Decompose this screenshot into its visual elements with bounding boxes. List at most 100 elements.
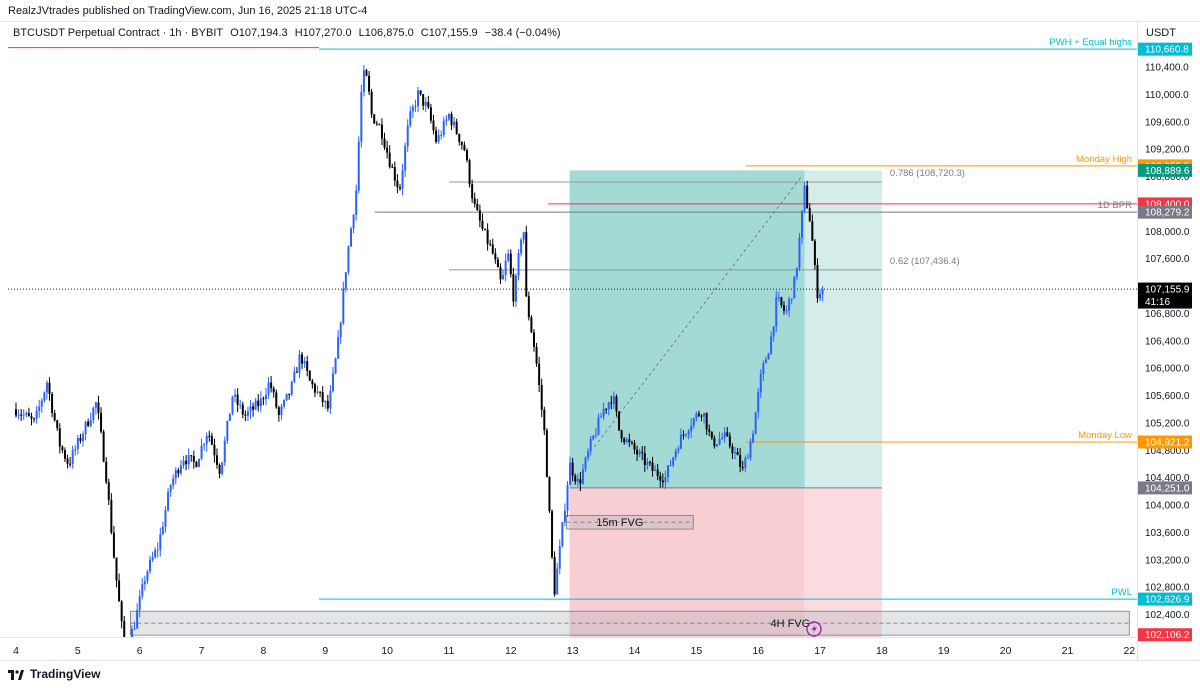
x-tick-label: 11 xyxy=(443,645,454,657)
price-tag[interactable] xyxy=(1138,205,1192,219)
candle-body xyxy=(409,111,412,126)
price-tag-text: 108,400.0 xyxy=(1145,199,1190,210)
x-tick-label: 22 xyxy=(1123,645,1135,657)
candle-body xyxy=(252,406,255,410)
y-tick-label: 108,000.0 xyxy=(1145,227,1190,238)
candle-body xyxy=(561,522,564,547)
tradingview-footer[interactable]: TradingView xyxy=(8,667,100,681)
y-tick-label: 105,200.0 xyxy=(1145,418,1190,429)
price-tag-text: 102,106.2 xyxy=(1145,630,1190,641)
candle-body xyxy=(236,394,239,405)
candle-body xyxy=(610,402,613,404)
candle-body xyxy=(775,297,778,327)
y-tick-label: 104,000.0 xyxy=(1145,501,1190,512)
candle-body xyxy=(120,601,123,622)
zones-layer xyxy=(130,170,1130,637)
candle-body xyxy=(277,407,280,416)
candle-body xyxy=(311,380,314,385)
publish-info: RealzJVtrades published on TradingView.c… xyxy=(8,5,368,17)
axes-layer: 110,400.0 110,000.0 109,600.0 109,200.0 108,… xyxy=(13,42,1192,657)
y-tick-label: 106,400.0 xyxy=(1145,336,1190,347)
candle-body xyxy=(43,392,46,401)
candle-body xyxy=(344,272,347,289)
event-marker-icon[interactable] xyxy=(806,621,822,637)
candle-body xyxy=(20,414,23,416)
candle-body xyxy=(417,90,420,107)
price-tag[interactable] xyxy=(1138,282,1192,309)
candle-body xyxy=(378,124,381,126)
candle-body xyxy=(422,94,425,106)
candle-body xyxy=(257,400,260,407)
candle-body xyxy=(221,462,224,474)
y-tick-label: 105,600.0 xyxy=(1145,391,1190,402)
candle-body xyxy=(306,361,309,371)
candle-body xyxy=(551,511,554,558)
candle-body xyxy=(406,125,409,147)
candle-body xyxy=(473,198,476,204)
candle-body xyxy=(161,526,164,535)
candle-body xyxy=(350,228,353,247)
candle-body xyxy=(496,259,499,268)
candle-body xyxy=(218,464,221,474)
candle-body xyxy=(782,305,785,311)
ohlc-low: L106,875.0 xyxy=(358,27,414,39)
price-tag[interactable] xyxy=(1138,628,1192,642)
candle-body xyxy=(543,409,546,431)
candle-body xyxy=(334,358,337,374)
candle-body xyxy=(540,384,543,410)
candle-body xyxy=(721,437,724,440)
levels-layer xyxy=(8,47,1137,600)
candle-body xyxy=(525,232,528,297)
symbol-info-bar[interactable]: BTCUSDT Perpetual Contract · 1h · BYBIT … xyxy=(13,27,565,39)
candle-body xyxy=(151,557,154,560)
candle-body xyxy=(301,354,304,364)
candle-body xyxy=(107,482,110,500)
candle-body xyxy=(179,465,182,474)
candle-body xyxy=(476,203,479,211)
candle-body xyxy=(612,396,615,404)
candle-body xyxy=(442,120,445,136)
candle-body xyxy=(203,444,206,446)
candle-body xyxy=(414,106,417,108)
candle-body xyxy=(303,361,306,364)
candle-body xyxy=(630,441,633,444)
candle-body xyxy=(499,267,502,280)
price-tag[interactable] xyxy=(1138,42,1192,56)
candle-body xyxy=(692,418,695,426)
candle-body xyxy=(285,393,288,401)
event-marker-ring xyxy=(806,621,822,637)
candle-body xyxy=(548,477,551,512)
candle-body xyxy=(643,453,646,465)
candle-body xyxy=(71,450,74,464)
candle-body xyxy=(509,253,512,275)
candle-body xyxy=(690,425,693,432)
x-tick-label: 21 xyxy=(1062,645,1074,657)
candle-body xyxy=(507,253,510,261)
candle-body xyxy=(154,550,157,558)
price-tag[interactable] xyxy=(1138,435,1192,449)
candle-body xyxy=(347,246,350,273)
candle-body xyxy=(677,448,680,451)
symbol-title[interactable]: BTCUSDT Perpetual Contract · 1h · BYBIT xyxy=(13,27,224,39)
candle-body xyxy=(553,557,556,595)
candle-body xyxy=(262,398,265,400)
candle-body xyxy=(512,274,515,302)
y-tick-label: 106,800.0 xyxy=(1145,309,1190,320)
price-tag[interactable] xyxy=(1138,163,1192,177)
candle-body xyxy=(324,400,327,403)
candle-body xyxy=(149,559,152,572)
candle-body xyxy=(388,152,391,167)
currency-label[interactable]: USDT xyxy=(1146,27,1176,39)
candle-body xyxy=(563,510,566,523)
price-tag[interactable] xyxy=(1138,592,1192,606)
candle-body xyxy=(628,439,631,442)
price-tag[interactable] xyxy=(1138,481,1192,495)
candle-body xyxy=(48,382,51,395)
candle-body xyxy=(780,297,783,306)
candle-body xyxy=(481,220,484,229)
price-tag-text: 108,889.6 xyxy=(1145,166,1190,177)
candle-body xyxy=(538,363,541,385)
price-tag-text: 104,921.2 xyxy=(1145,438,1190,449)
candle-body xyxy=(502,275,505,280)
